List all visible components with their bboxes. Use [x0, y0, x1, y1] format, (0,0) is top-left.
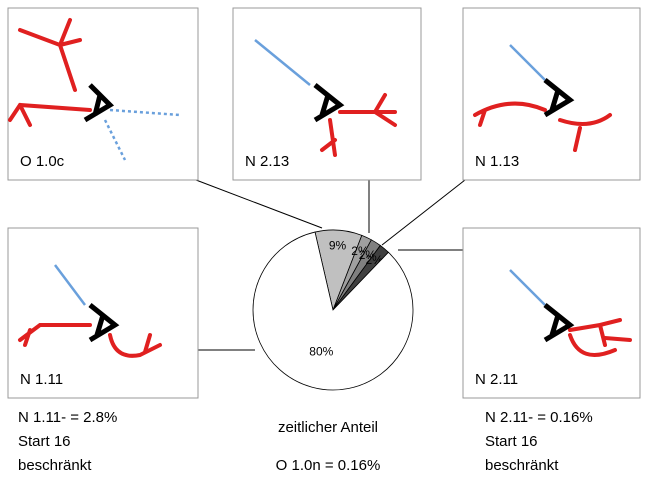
panel-label: N 1.13 [475, 153, 519, 170]
note: Start 16 [485, 433, 538, 450]
note: Start 16 [18, 433, 71, 450]
panel: N 2.11 [463, 228, 640, 398]
panel: N 2.13 [233, 8, 421, 180]
panel-label: N 1.11 [20, 371, 63, 388]
note: beschränkt [485, 457, 559, 474]
data-label: 9% [329, 238, 347, 252]
panel-label: O 1.0c [20, 153, 65, 170]
note: N 2.11- = 0.16% [485, 409, 593, 426]
note: N 1.11- = 2.8% [18, 409, 117, 426]
data-label: 80% [309, 345, 333, 359]
chart-title: zeitlicher Anteil [278, 419, 378, 436]
note: beschränkt [18, 457, 92, 474]
chart: O 1.0c N 2.13 N 1.13 N 1.11 N 2.11 N 1.1… [0, 0, 645, 484]
panel: O 1.0c [8, 8, 198, 180]
panel-label: N 2.13 [245, 153, 289, 170]
connector [382, 180, 465, 245]
panel: N 1.13 [463, 8, 640, 180]
panel-label: N 2.11 [475, 371, 518, 388]
connector [196, 180, 322, 228]
note: O 1.0n = 0.16% [276, 457, 381, 474]
pie: 9%2%2%2%80% [253, 230, 413, 390]
panel: N 1.11 [8, 228, 198, 398]
